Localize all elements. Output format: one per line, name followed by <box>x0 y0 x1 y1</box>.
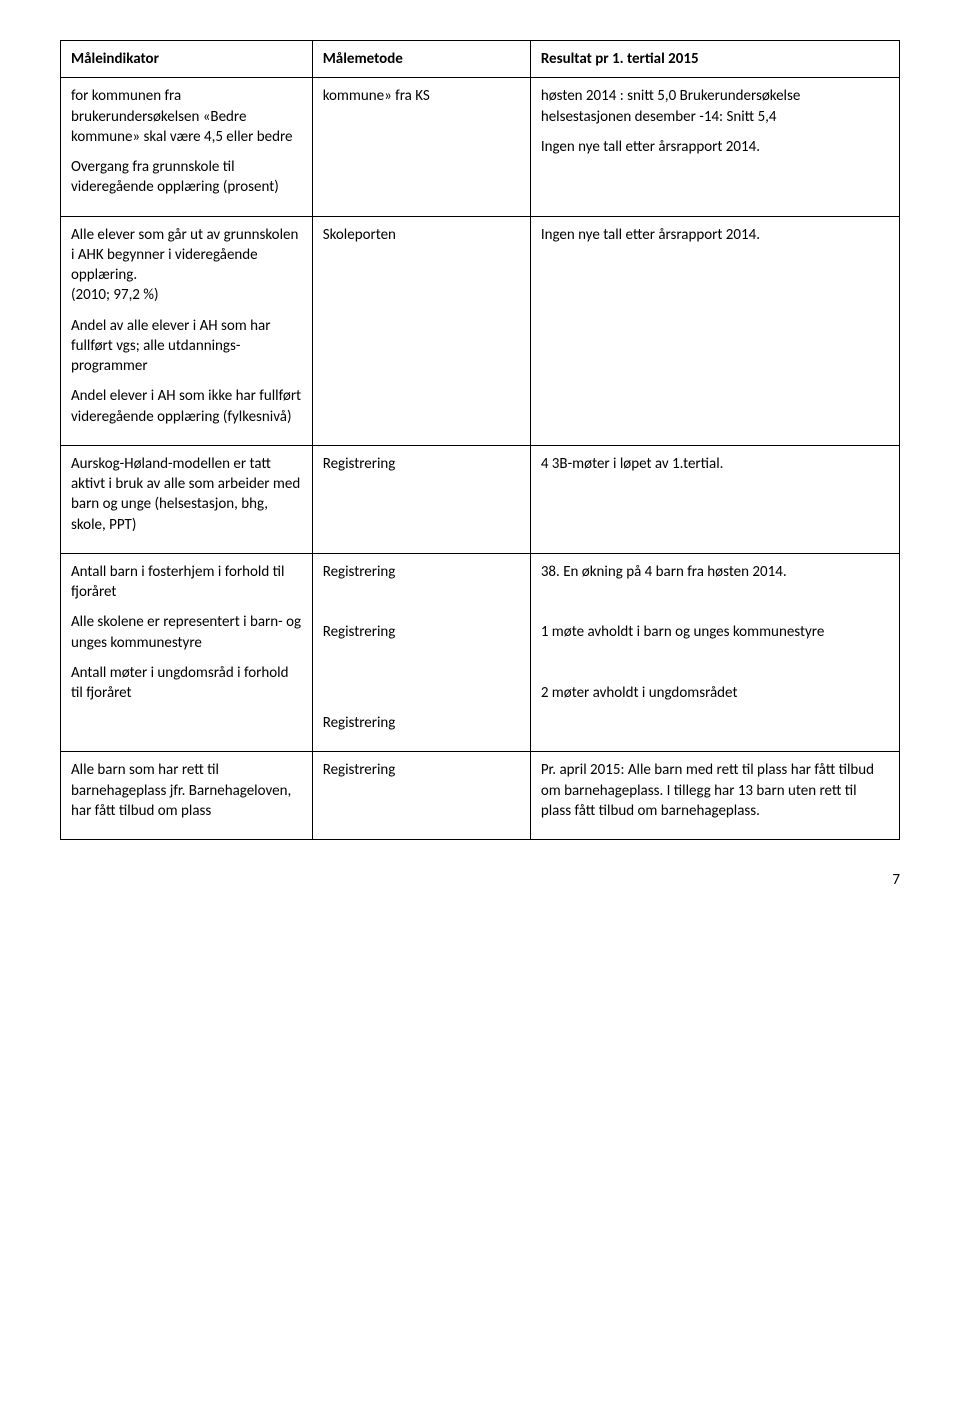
cell-block: Ingen nye tall etter årsrapport 2014. <box>541 225 889 245</box>
cell-block: Aurskog-Høland-modellen er tatt aktivt i… <box>71 454 302 535</box>
cell-block: Antall barn i fosterhjem i forhold til f… <box>71 562 302 603</box>
cell-block: høsten 2014 : snitt 5,0 Brukerundersøkel… <box>541 86 889 127</box>
cell-block: 2 møter avholdt i ungdomsrådet <box>541 683 889 703</box>
page-number: 7 <box>60 870 900 890</box>
cell-block: Andel elever i AH som ikke har fullført … <box>71 386 302 427</box>
cell-block: Registrering <box>323 454 520 474</box>
cell-block: Antall møter i ungdomsråd i forhold til … <box>71 663 302 704</box>
table-row: Antall barn i fosterhjem i forhold til f… <box>61 553 900 752</box>
table-row: Aurskog-Høland-modellen er tatt aktivt i… <box>61 445 900 553</box>
table-row: for kommunen fra brukerundersøkelsen «Be… <box>61 78 900 216</box>
cell-block: Pr. april 2015: Alle barn med rett til p… <box>541 760 889 821</box>
cell-col-1: Alle barn som har rett til barnehageplas… <box>61 752 313 840</box>
cell-block: kommune» fra KS <box>323 86 520 106</box>
cell-col-3: høsten 2014 : snitt 5,0 Brukerundersøkel… <box>530 78 899 216</box>
cell-col-2: Skoleporten <box>312 216 530 445</box>
cell-block: 1 møte avholdt i barn og unges kommunest… <box>541 622 889 642</box>
cell-block: Alle barn som har rett til barnehageplas… <box>71 760 302 821</box>
cell-col-1: Alle elever som går ut av grunnskolen i … <box>61 216 313 445</box>
cell-block: Skoleporten <box>323 225 520 245</box>
cell-block: 4 3B-møter i løpet av 1.tertial. <box>541 454 889 474</box>
header-col-2: Målemetode <box>312 41 530 78</box>
cell-col-1: for kommunen fra brukerundersøkelsen «Be… <box>61 78 313 216</box>
cell-block: Registrering <box>323 622 520 642</box>
cell-block <box>323 653 520 673</box>
header-col-1: Måleindikator <box>61 41 313 78</box>
cell-block: Alle skolene er representert i barn- og … <box>71 612 302 653</box>
cell-block: for kommunen fra brukerundersøkelsen «Be… <box>71 86 302 147</box>
cell-col-1: Aurskog-Høland-modellen er tatt aktivt i… <box>61 445 313 553</box>
cell-block <box>323 683 520 703</box>
cell-col-1: Antall barn i fosterhjem i forhold til f… <box>61 553 313 752</box>
cell-col-3: 4 3B-møter i løpet av 1.tertial. <box>530 445 899 553</box>
cell-col-2: Registrering <box>312 752 530 840</box>
cell-block: Andel av alle elever i AH som har fullfø… <box>71 316 302 377</box>
data-table: Måleindikator Målemetode Resultat pr 1. … <box>60 40 900 840</box>
cell-block: Registrering <box>323 713 520 733</box>
cell-col-2: Registrering <box>312 445 530 553</box>
cell-block <box>541 592 889 612</box>
cell-col-2: kommune» fra KS <box>312 78 530 216</box>
cell-block: Registrering <box>323 562 520 582</box>
cell-col-3: Pr. april 2015: Alle barn med rett til p… <box>530 752 899 840</box>
cell-block <box>541 653 889 673</box>
table-row: Alle elever som går ut av grunnskolen i … <box>61 216 900 445</box>
cell-block: Registrering <box>323 760 520 780</box>
cell-col-3: 38. En økning på 4 barn fra høsten 2014.… <box>530 553 899 752</box>
table-header-row: Måleindikator Målemetode Resultat pr 1. … <box>61 41 900 78</box>
cell-block <box>323 592 520 612</box>
cell-col-3: Ingen nye tall etter årsrapport 2014. <box>530 216 899 445</box>
cell-block: 38. En økning på 4 barn fra høsten 2014. <box>541 562 889 582</box>
table-row: Alle barn som har rett til barnehageplas… <box>61 752 900 840</box>
cell-block: Overgang fra grunnskole til videregående… <box>71 157 302 198</box>
cell-col-2: Registrering Registrering Registrering <box>312 553 530 752</box>
header-col-3: Resultat pr 1. tertial 2015 <box>530 41 899 78</box>
table-body: for kommunen fra brukerundersøkelsen «Be… <box>61 78 900 840</box>
cell-block: Ingen nye tall etter årsrapport 2014. <box>541 137 889 157</box>
cell-block: Alle elever som går ut av grunnskolen i … <box>71 225 302 306</box>
